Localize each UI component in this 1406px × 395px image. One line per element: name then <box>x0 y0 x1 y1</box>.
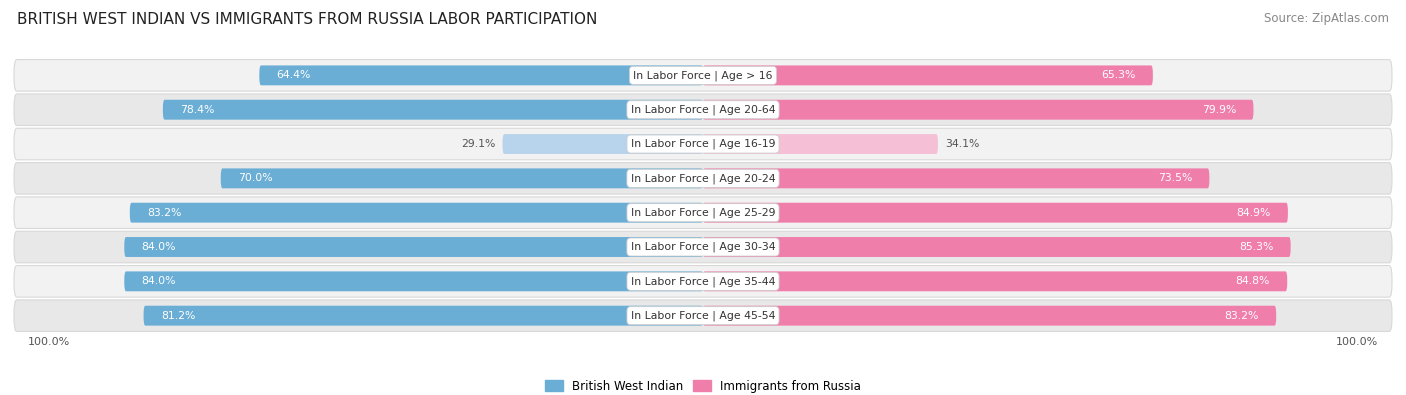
FancyBboxPatch shape <box>14 163 1392 194</box>
FancyBboxPatch shape <box>14 300 1392 331</box>
Text: In Labor Force | Age 30-34: In Labor Force | Age 30-34 <box>631 242 775 252</box>
Text: In Labor Force | Age 45-54: In Labor Force | Age 45-54 <box>631 310 775 321</box>
FancyBboxPatch shape <box>703 100 1254 120</box>
FancyBboxPatch shape <box>14 94 1392 126</box>
Text: 81.2%: 81.2% <box>160 311 195 321</box>
Text: 73.5%: 73.5% <box>1157 173 1192 183</box>
FancyBboxPatch shape <box>259 66 703 85</box>
FancyBboxPatch shape <box>14 197 1392 228</box>
Legend: British West Indian, Immigrants from Russia: British West Indian, Immigrants from Rus… <box>540 375 866 395</box>
Text: 64.4%: 64.4% <box>277 70 311 80</box>
Text: In Labor Force | Age 20-24: In Labor Force | Age 20-24 <box>631 173 775 184</box>
FancyBboxPatch shape <box>703 66 1153 85</box>
FancyBboxPatch shape <box>703 134 938 154</box>
Text: 84.9%: 84.9% <box>1236 208 1271 218</box>
FancyBboxPatch shape <box>14 60 1392 91</box>
FancyBboxPatch shape <box>703 306 1277 325</box>
FancyBboxPatch shape <box>703 168 1209 188</box>
Text: In Labor Force | Age 16-19: In Labor Force | Age 16-19 <box>631 139 775 149</box>
FancyBboxPatch shape <box>703 203 1288 223</box>
Text: 29.1%: 29.1% <box>461 139 496 149</box>
Text: In Labor Force | Age 35-44: In Labor Force | Age 35-44 <box>631 276 775 287</box>
FancyBboxPatch shape <box>14 231 1392 263</box>
FancyBboxPatch shape <box>502 134 703 154</box>
FancyBboxPatch shape <box>143 306 703 325</box>
Text: 83.2%: 83.2% <box>1225 311 1258 321</box>
FancyBboxPatch shape <box>703 237 1291 257</box>
Text: 85.3%: 85.3% <box>1239 242 1274 252</box>
FancyBboxPatch shape <box>124 237 703 257</box>
Text: 70.0%: 70.0% <box>238 173 273 183</box>
Text: 34.1%: 34.1% <box>945 139 979 149</box>
Text: In Labor Force | Age 25-29: In Labor Force | Age 25-29 <box>631 207 775 218</box>
FancyBboxPatch shape <box>163 100 703 120</box>
Text: 78.4%: 78.4% <box>180 105 215 115</box>
FancyBboxPatch shape <box>221 168 703 188</box>
FancyBboxPatch shape <box>14 265 1392 297</box>
Text: Source: ZipAtlas.com: Source: ZipAtlas.com <box>1264 12 1389 25</box>
Text: 100.0%: 100.0% <box>1336 337 1378 347</box>
Text: 84.0%: 84.0% <box>142 242 176 252</box>
FancyBboxPatch shape <box>129 203 703 223</box>
Text: 100.0%: 100.0% <box>28 337 70 347</box>
Text: 79.9%: 79.9% <box>1202 105 1236 115</box>
FancyBboxPatch shape <box>124 271 703 291</box>
Text: 84.8%: 84.8% <box>1236 276 1270 286</box>
Text: 83.2%: 83.2% <box>148 208 181 218</box>
Text: 65.3%: 65.3% <box>1101 70 1136 80</box>
Text: In Labor Force | Age 20-64: In Labor Force | Age 20-64 <box>631 104 775 115</box>
Text: In Labor Force | Age > 16: In Labor Force | Age > 16 <box>633 70 773 81</box>
Text: BRITISH WEST INDIAN VS IMMIGRANTS FROM RUSSIA LABOR PARTICIPATION: BRITISH WEST INDIAN VS IMMIGRANTS FROM R… <box>17 12 598 27</box>
FancyBboxPatch shape <box>14 128 1392 160</box>
Text: 84.0%: 84.0% <box>142 276 176 286</box>
FancyBboxPatch shape <box>703 271 1288 291</box>
